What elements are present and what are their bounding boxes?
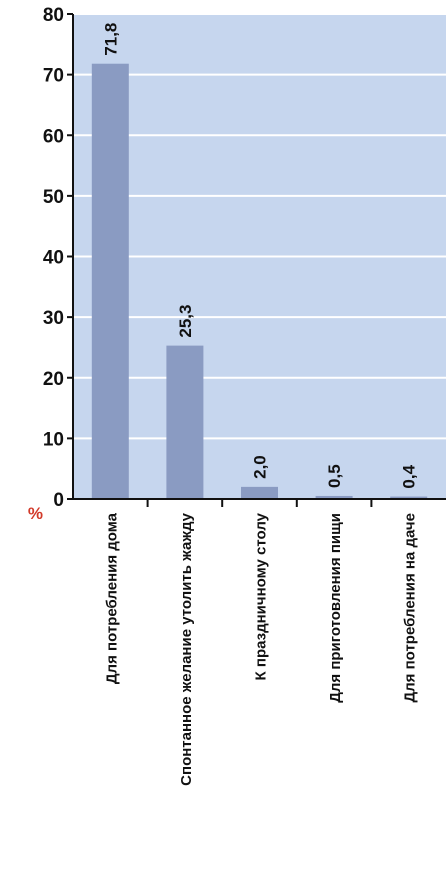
data-label: 2,0	[251, 455, 270, 479]
y-tick-label: 20	[43, 369, 64, 390]
grid-lines	[73, 13, 446, 440]
category-label: Для потребления на даче	[402, 513, 419, 703]
category-label: Спонтанное желание утолить жажду	[178, 512, 195, 785]
y-tick-label: 50	[43, 187, 64, 208]
y-tick-label: 40	[43, 248, 64, 269]
category-label: Для потребления дома	[103, 512, 120, 684]
bar	[390, 496, 428, 499]
bar	[91, 63, 129, 500]
y-tick-label: 0	[53, 490, 64, 511]
y-unit-label: %	[28, 504, 43, 523]
bar	[315, 495, 353, 499]
y-tick-label: 70	[43, 66, 64, 87]
y-tick-label: 10	[43, 429, 64, 450]
data-label: 25,3	[176, 305, 195, 338]
category-label: К праздничному столу	[253, 512, 270, 680]
y-tick-label: 30	[43, 308, 64, 329]
data-label: 0,5	[325, 464, 344, 488]
data-label: 0,4	[400, 464, 419, 488]
labels: 0 10 20 30 40 50 60 70 80 71,8 Для потребления дом…	[43, 5, 419, 786]
category-label: Для приготовления пищи	[327, 513, 344, 703]
y-tick-label: 80	[43, 5, 64, 26]
bar	[166, 345, 204, 499]
y-tick-label: 60	[43, 126, 64, 147]
axes	[67, 13, 446, 507]
bars	[91, 63, 428, 500]
bar	[241, 486, 278, 499]
data-label: 71,8	[101, 23, 120, 56]
